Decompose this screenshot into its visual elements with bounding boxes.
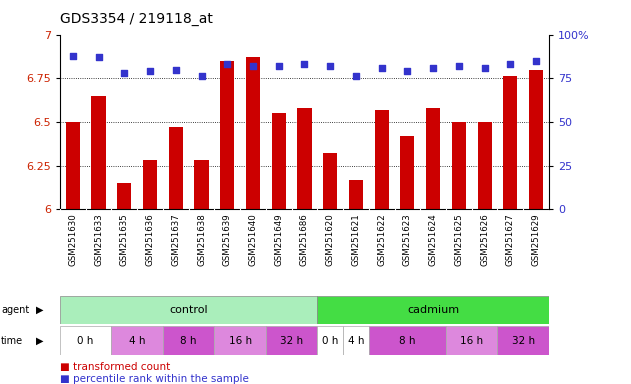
Text: GSM251639: GSM251639 — [223, 214, 232, 266]
Bar — [369, 326, 446, 355]
Point — [505, 61, 516, 67]
Text: 32 h: 32 h — [280, 336, 303, 346]
Point — [274, 63, 284, 69]
Bar — [375, 110, 389, 209]
Point — [68, 53, 78, 59]
Text: GSM251622: GSM251622 — [377, 214, 386, 266]
Text: 16 h: 16 h — [460, 336, 483, 346]
Bar — [317, 326, 343, 355]
Bar — [271, 113, 286, 209]
Point — [222, 61, 232, 67]
Text: GSM251686: GSM251686 — [300, 214, 309, 266]
Text: GSM251637: GSM251637 — [171, 214, 180, 266]
Point — [248, 63, 258, 69]
Bar — [504, 76, 517, 209]
Bar — [215, 326, 266, 355]
Bar — [168, 127, 183, 209]
Bar — [220, 61, 234, 209]
Bar — [343, 326, 369, 355]
Point — [351, 73, 361, 79]
Text: GSM251621: GSM251621 — [351, 214, 360, 266]
Bar — [323, 153, 338, 209]
Text: time: time — [1, 336, 23, 346]
Text: GSM251638: GSM251638 — [197, 214, 206, 266]
Text: 8 h: 8 h — [180, 336, 197, 346]
Bar — [349, 180, 363, 209]
Text: 8 h: 8 h — [399, 336, 416, 346]
Bar — [143, 161, 157, 209]
Text: 4 h: 4 h — [348, 336, 364, 346]
Bar — [452, 122, 466, 209]
Point — [480, 65, 490, 71]
Bar — [60, 326, 112, 355]
Text: 0 h: 0 h — [322, 336, 338, 346]
Text: GDS3354 / 219118_at: GDS3354 / 219118_at — [60, 12, 213, 25]
Bar — [246, 57, 260, 209]
Text: ■ transformed count: ■ transformed count — [60, 362, 170, 372]
Bar — [426, 108, 440, 209]
Text: GSM251629: GSM251629 — [531, 214, 541, 266]
Bar — [446, 326, 497, 355]
Bar — [297, 108, 312, 209]
Text: GSM251627: GSM251627 — [506, 214, 515, 266]
Text: GSM251633: GSM251633 — [94, 214, 103, 266]
Point — [325, 63, 335, 69]
Text: GSM251649: GSM251649 — [274, 214, 283, 266]
Bar — [60, 296, 317, 324]
Point — [171, 66, 181, 73]
Point — [377, 65, 387, 71]
Bar — [497, 326, 549, 355]
Text: ▶: ▶ — [36, 336, 44, 346]
Bar — [317, 296, 549, 324]
Text: 32 h: 32 h — [512, 336, 535, 346]
Point — [145, 68, 155, 74]
Text: GSM251620: GSM251620 — [326, 214, 334, 266]
Bar — [112, 326, 163, 355]
Text: 16 h: 16 h — [228, 336, 252, 346]
Text: GSM251636: GSM251636 — [146, 214, 155, 266]
Text: control: control — [169, 305, 208, 315]
Bar — [478, 122, 492, 209]
Bar — [529, 70, 543, 209]
Point — [531, 58, 541, 64]
Text: GSM251630: GSM251630 — [68, 214, 78, 266]
Point — [428, 65, 438, 71]
Bar — [91, 96, 105, 209]
Point — [119, 70, 129, 76]
Bar — [266, 326, 317, 355]
Bar — [66, 122, 80, 209]
Text: GSM251624: GSM251624 — [428, 214, 438, 266]
Point — [196, 73, 206, 79]
Bar — [194, 161, 209, 209]
Text: agent: agent — [1, 305, 30, 315]
Point — [403, 68, 413, 74]
Text: 4 h: 4 h — [129, 336, 145, 346]
Text: GSM251640: GSM251640 — [249, 214, 257, 266]
Text: 0 h: 0 h — [78, 336, 94, 346]
Bar — [400, 136, 415, 209]
Text: GSM251635: GSM251635 — [120, 214, 129, 266]
Text: GSM251625: GSM251625 — [454, 214, 463, 266]
Point — [93, 54, 103, 60]
Bar — [117, 183, 131, 209]
Text: GSM251626: GSM251626 — [480, 214, 489, 266]
Text: ■ percentile rank within the sample: ■ percentile rank within the sample — [60, 374, 249, 384]
Text: cadmium: cadmium — [407, 305, 459, 315]
Text: GSM251623: GSM251623 — [403, 214, 412, 266]
Text: ▶: ▶ — [36, 305, 44, 315]
Bar — [163, 326, 215, 355]
Point — [454, 63, 464, 69]
Point — [299, 61, 309, 67]
